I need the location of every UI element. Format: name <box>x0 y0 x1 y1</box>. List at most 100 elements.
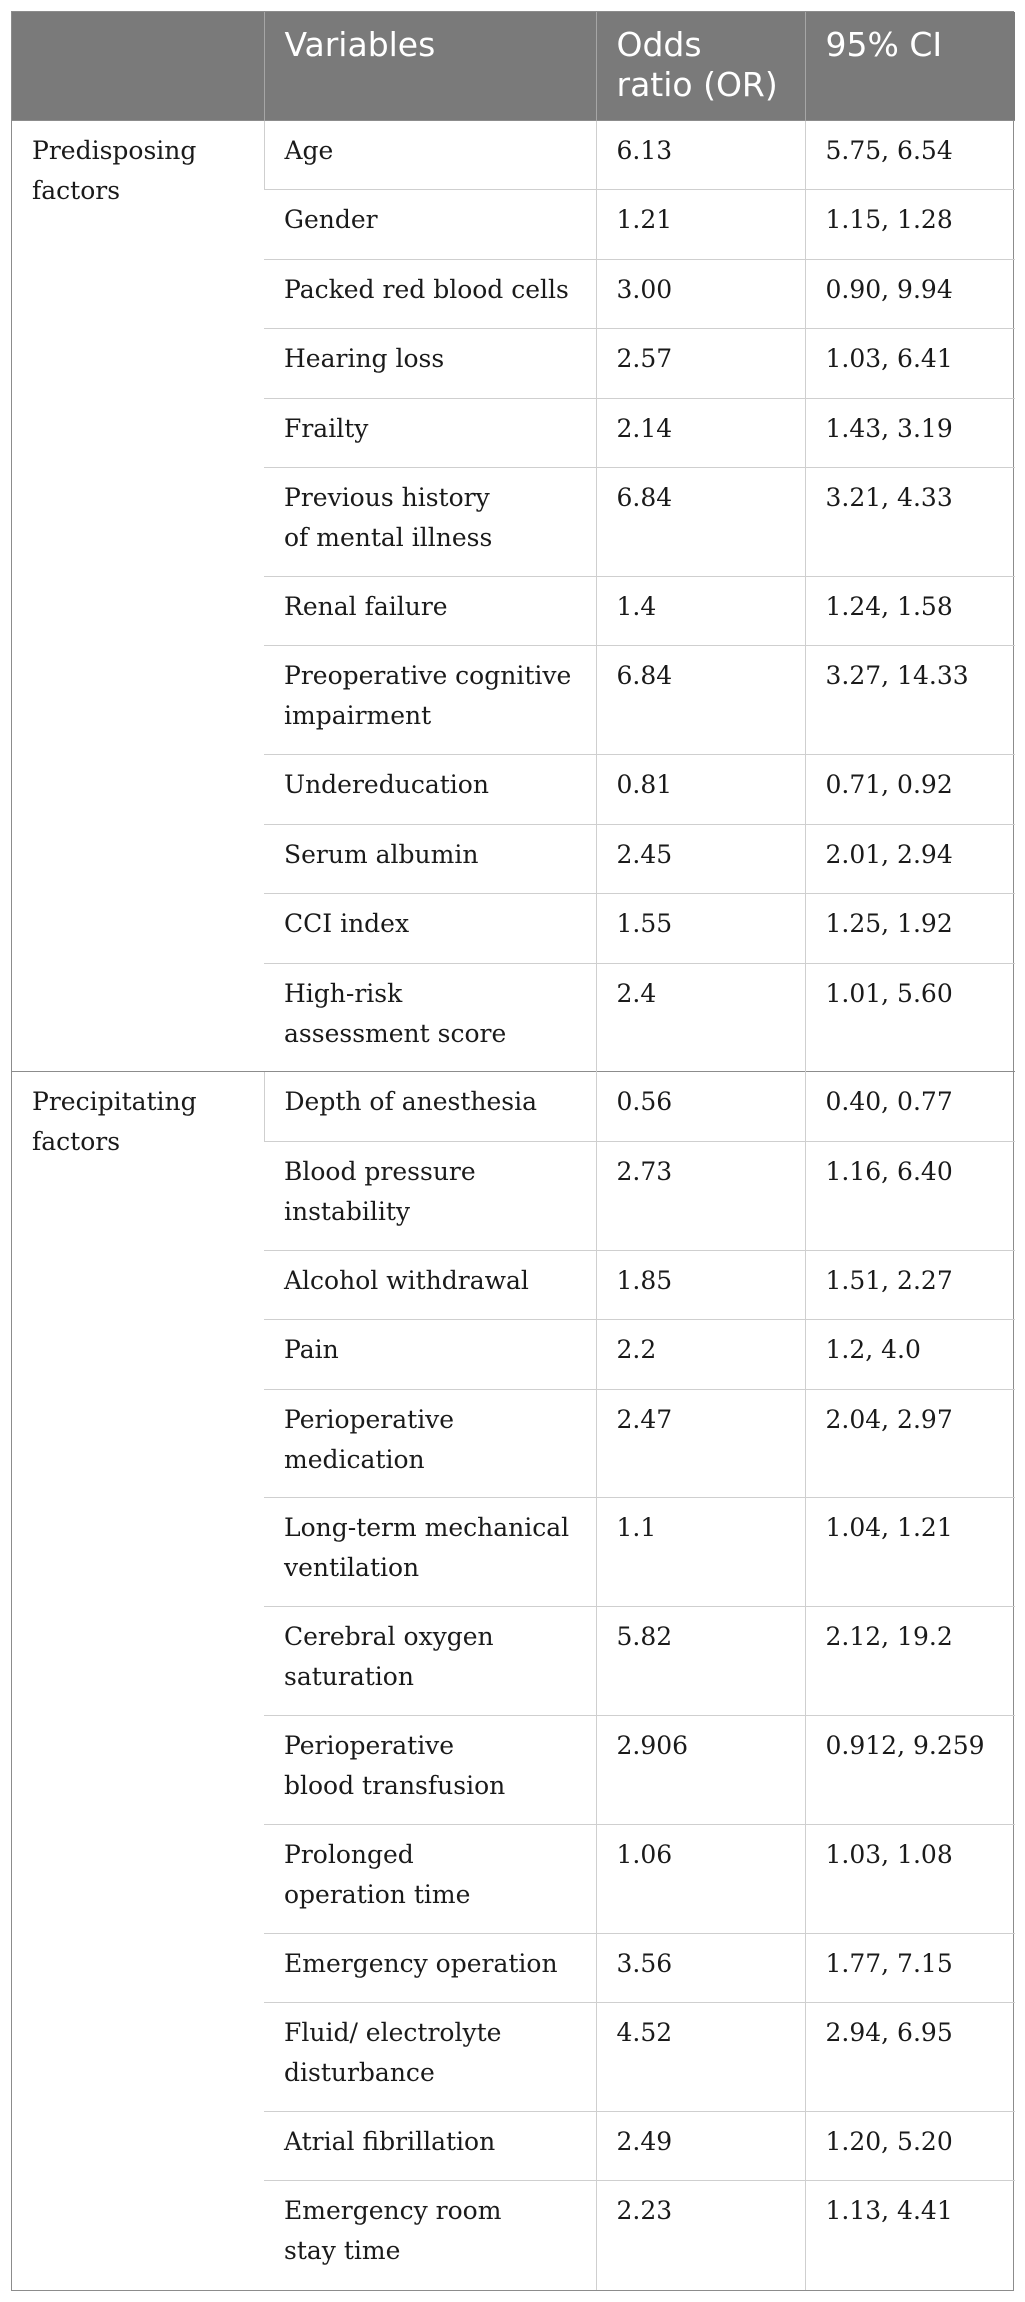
odds-ratio-cell: 1.1 <box>595 1497 805 1607</box>
table-header-row: Variables Odds ratio (OR) 95% CI <box>12 12 1015 120</box>
table-row: Fluid/ electrolyte disturbance 4.52 2.94, … <box>12 2002 1015 2112</box>
ci-cell: 2.04, 2.97 <box>804 1388 1015 1498</box>
variable-cell: Preoperative cognitive impairment <box>264 645 596 755</box>
table-row: Frailty 2.14 1.43, 3.19 <box>12 397 1015 468</box>
variable-cell-text: Emergency operation <box>284 1948 558 1978</box>
odds-ratio-cell-text: 6.84 <box>616 661 673 691</box>
variable-cell-text: Pain <box>284 1335 339 1365</box>
variable-cell: Previous history of mental illness <box>264 467 596 577</box>
odds-ratio-cell: 3.00 <box>595 258 805 329</box>
ci-cell-text: 1.01, 5.60 <box>825 978 953 1008</box>
odds-ratio-cell-text: 0.81 <box>616 770 673 800</box>
table-row: Gender 1.21 1.15, 1.28 <box>12 189 1015 259</box>
variable-cell: CCI index <box>264 893 596 964</box>
ci-cell-text: 2.12, 19.2 <box>825 1622 953 1652</box>
variable-cell-text: Hearing loss <box>284 344 445 373</box>
odds-ratio-cell: 1.55 <box>595 893 805 964</box>
ci-cell: 1.43, 3.19 <box>804 397 1015 468</box>
ci-cell: 1.13, 4.41 <box>804 2180 1015 2290</box>
odds-ratio-cell: 2.14 <box>595 397 805 468</box>
variable-cell: Serum albumin <box>264 823 596 894</box>
odds-ratio-cell: 1.4 <box>595 575 805 646</box>
variable-cell-text: Gender <box>284 205 378 234</box>
table-row: Pain 2.2 1.2, 4.0 <box>12 1319 1015 1390</box>
odds-ratio-cell: 2.57 <box>595 328 805 398</box>
variable-cell: Long-term mechanical ventilation <box>264 1497 596 1607</box>
variable-cell-text: Fluid/ electrolyte disturbance <box>284 2018 502 2088</box>
group-label-cell: Precipitating factors <box>12 1071 264 2290</box>
ci-cell: 1.15, 1.28 <box>804 189 1015 259</box>
variable-cell-text: Perioperative blood transfusion <box>284 1731 506 1801</box>
variable-cell: Gender <box>264 189 596 259</box>
ci-cell: 1.24, 1.58 <box>804 575 1015 646</box>
ci-cell: 3.27, 14.33 <box>804 645 1015 755</box>
ci-cell: 1.04, 1.21 <box>804 1497 1015 1607</box>
variable-cell: Depth of anesthesia <box>263 1071 596 1142</box>
ci-cell: 1.16, 6.40 <box>804 1140 1015 1251</box>
odds-ratio-cell-text: 2.47 <box>616 1404 673 1434</box>
variable-cell: Cerebral oxygen saturation <box>264 1606 596 1716</box>
header-odds-ratio: Odds ratio (OR) <box>595 12 805 120</box>
ci-cell: 1.51, 2.27 <box>804 1249 1015 1320</box>
variable-cell: Hearing loss <box>264 328 596 398</box>
odds-ratio-cell: 2.906 <box>595 1715 805 1825</box>
odds-ratio-cell-text: 1.21 <box>616 205 673 234</box>
ci-cell-text: 5.75, 6.54 <box>825 135 953 165</box>
variable-cell: Age <box>263 119 596 190</box>
odds-ratio-cell: 1.85 <box>595 1249 805 1320</box>
odds-ratio-cell: 5.82 <box>595 1606 805 1716</box>
ci-cell-text: 1.51, 2.27 <box>825 1265 953 1295</box>
odds-ratio-cell-text: 1.06 <box>616 1839 673 1869</box>
ci-cell: 2.01, 2.94 <box>804 823 1015 894</box>
ci-cell-text: 1.25, 1.92 <box>825 909 953 939</box>
odds-ratio-cell-text: 3.00 <box>616 274 673 304</box>
group-label-cell: Predisposing factors <box>12 119 264 1072</box>
odds-ratio-cell-text: 6.84 <box>616 483 673 512</box>
odds-ratio-cell-text: 3.56 <box>616 1948 673 1978</box>
header-group-column <box>12 12 264 120</box>
variable-cell-text: Long-term mechanical ventilation <box>284 1513 570 1583</box>
variable-cell: Renal failure <box>264 575 596 646</box>
table-row: Emergency room stay time 2.23 1.13, 4.41 <box>12 2180 1015 2290</box>
table-row: Atrial fibrillation 2.49 1.20, 5.20 <box>12 2110 1015 2181</box>
odds-ratio-cell: 1.21 <box>595 189 805 259</box>
table-row: Perioperative blood transfusion 2.906 0.91… <box>12 1715 1015 1825</box>
odds-ratio-cell: 6.84 <box>595 467 805 577</box>
odds-ratio-cell-text: 2.49 <box>616 2126 673 2156</box>
table-row: Blood pressure instability 2.73 1.16, 6.40 <box>12 1140 1015 1251</box>
ci-cell: 1.25, 1.92 <box>804 893 1015 964</box>
table-row: Hearing loss 2.57 1.03, 6.41 <box>12 328 1015 398</box>
ci-cell: 1.03, 6.41 <box>804 328 1015 398</box>
table-row: Alcohol withdrawal 1.85 1.51, 2.27 <box>12 1249 1015 1320</box>
variable-cell: Perioperative blood transfusion <box>264 1715 596 1825</box>
ci-cell-text: 1.13, 4.41 <box>825 2196 953 2226</box>
group-label: Precipitating factors <box>32 1087 197 1157</box>
ci-cell-text: 3.21, 4.33 <box>825 483 953 512</box>
variable-cell-text: Cerebral oxygen saturation <box>284 1622 494 1692</box>
variable-cell: High-risk assessment score <box>264 962 596 1072</box>
variable-cell-text: Alcohol withdrawal <box>284 1265 529 1295</box>
ci-cell: 2.94, 6.95 <box>804 2002 1015 2112</box>
variable-cell-text: Serum albumin <box>284 839 479 869</box>
odds-ratio-cell-text: 2.2 <box>616 1335 657 1365</box>
variable-cell-text: Undereducation <box>284 770 489 800</box>
odds-ratio-cell-text: 4.52 <box>616 2018 673 2048</box>
ci-cell-text: 1.24, 1.58 <box>825 591 953 621</box>
ci-cell-text: 3.27, 14.33 <box>825 661 969 691</box>
ci-cell-text: 1.2, 4.0 <box>825 1335 921 1365</box>
variable-cell-text: Perioperative medication <box>284 1404 455 1474</box>
ci-cell: 0.90, 9.94 <box>804 258 1015 329</box>
odds-ratio-cell: 2.49 <box>595 2110 805 2181</box>
variable-cell-text: Emergency room stay time <box>284 2196 502 2266</box>
table-row: Prolonged operation time 1.06 1.03, 1.08 <box>12 1823 1015 1934</box>
group-label: Predisposing factors <box>32 135 197 205</box>
variable-cell: Prolonged operation time <box>264 1823 596 1934</box>
variable-cell: Packed red blood cells <box>264 258 596 329</box>
header-95-ci: 95% CI <box>804 12 1015 120</box>
ci-cell: 1.03, 1.08 <box>804 1823 1015 1934</box>
ci-cell-text: 1.03, 6.41 <box>825 344 953 373</box>
ci-cell-text: 1.77, 7.15 <box>825 1948 953 1978</box>
variable-cell-text: Prolonged operation time <box>284 1839 471 1909</box>
odds-ratio-cell: 2.73 <box>595 1140 805 1251</box>
table-row: Cerebral oxygen saturation 5.82 2.12, 19.2 <box>12 1606 1015 1716</box>
